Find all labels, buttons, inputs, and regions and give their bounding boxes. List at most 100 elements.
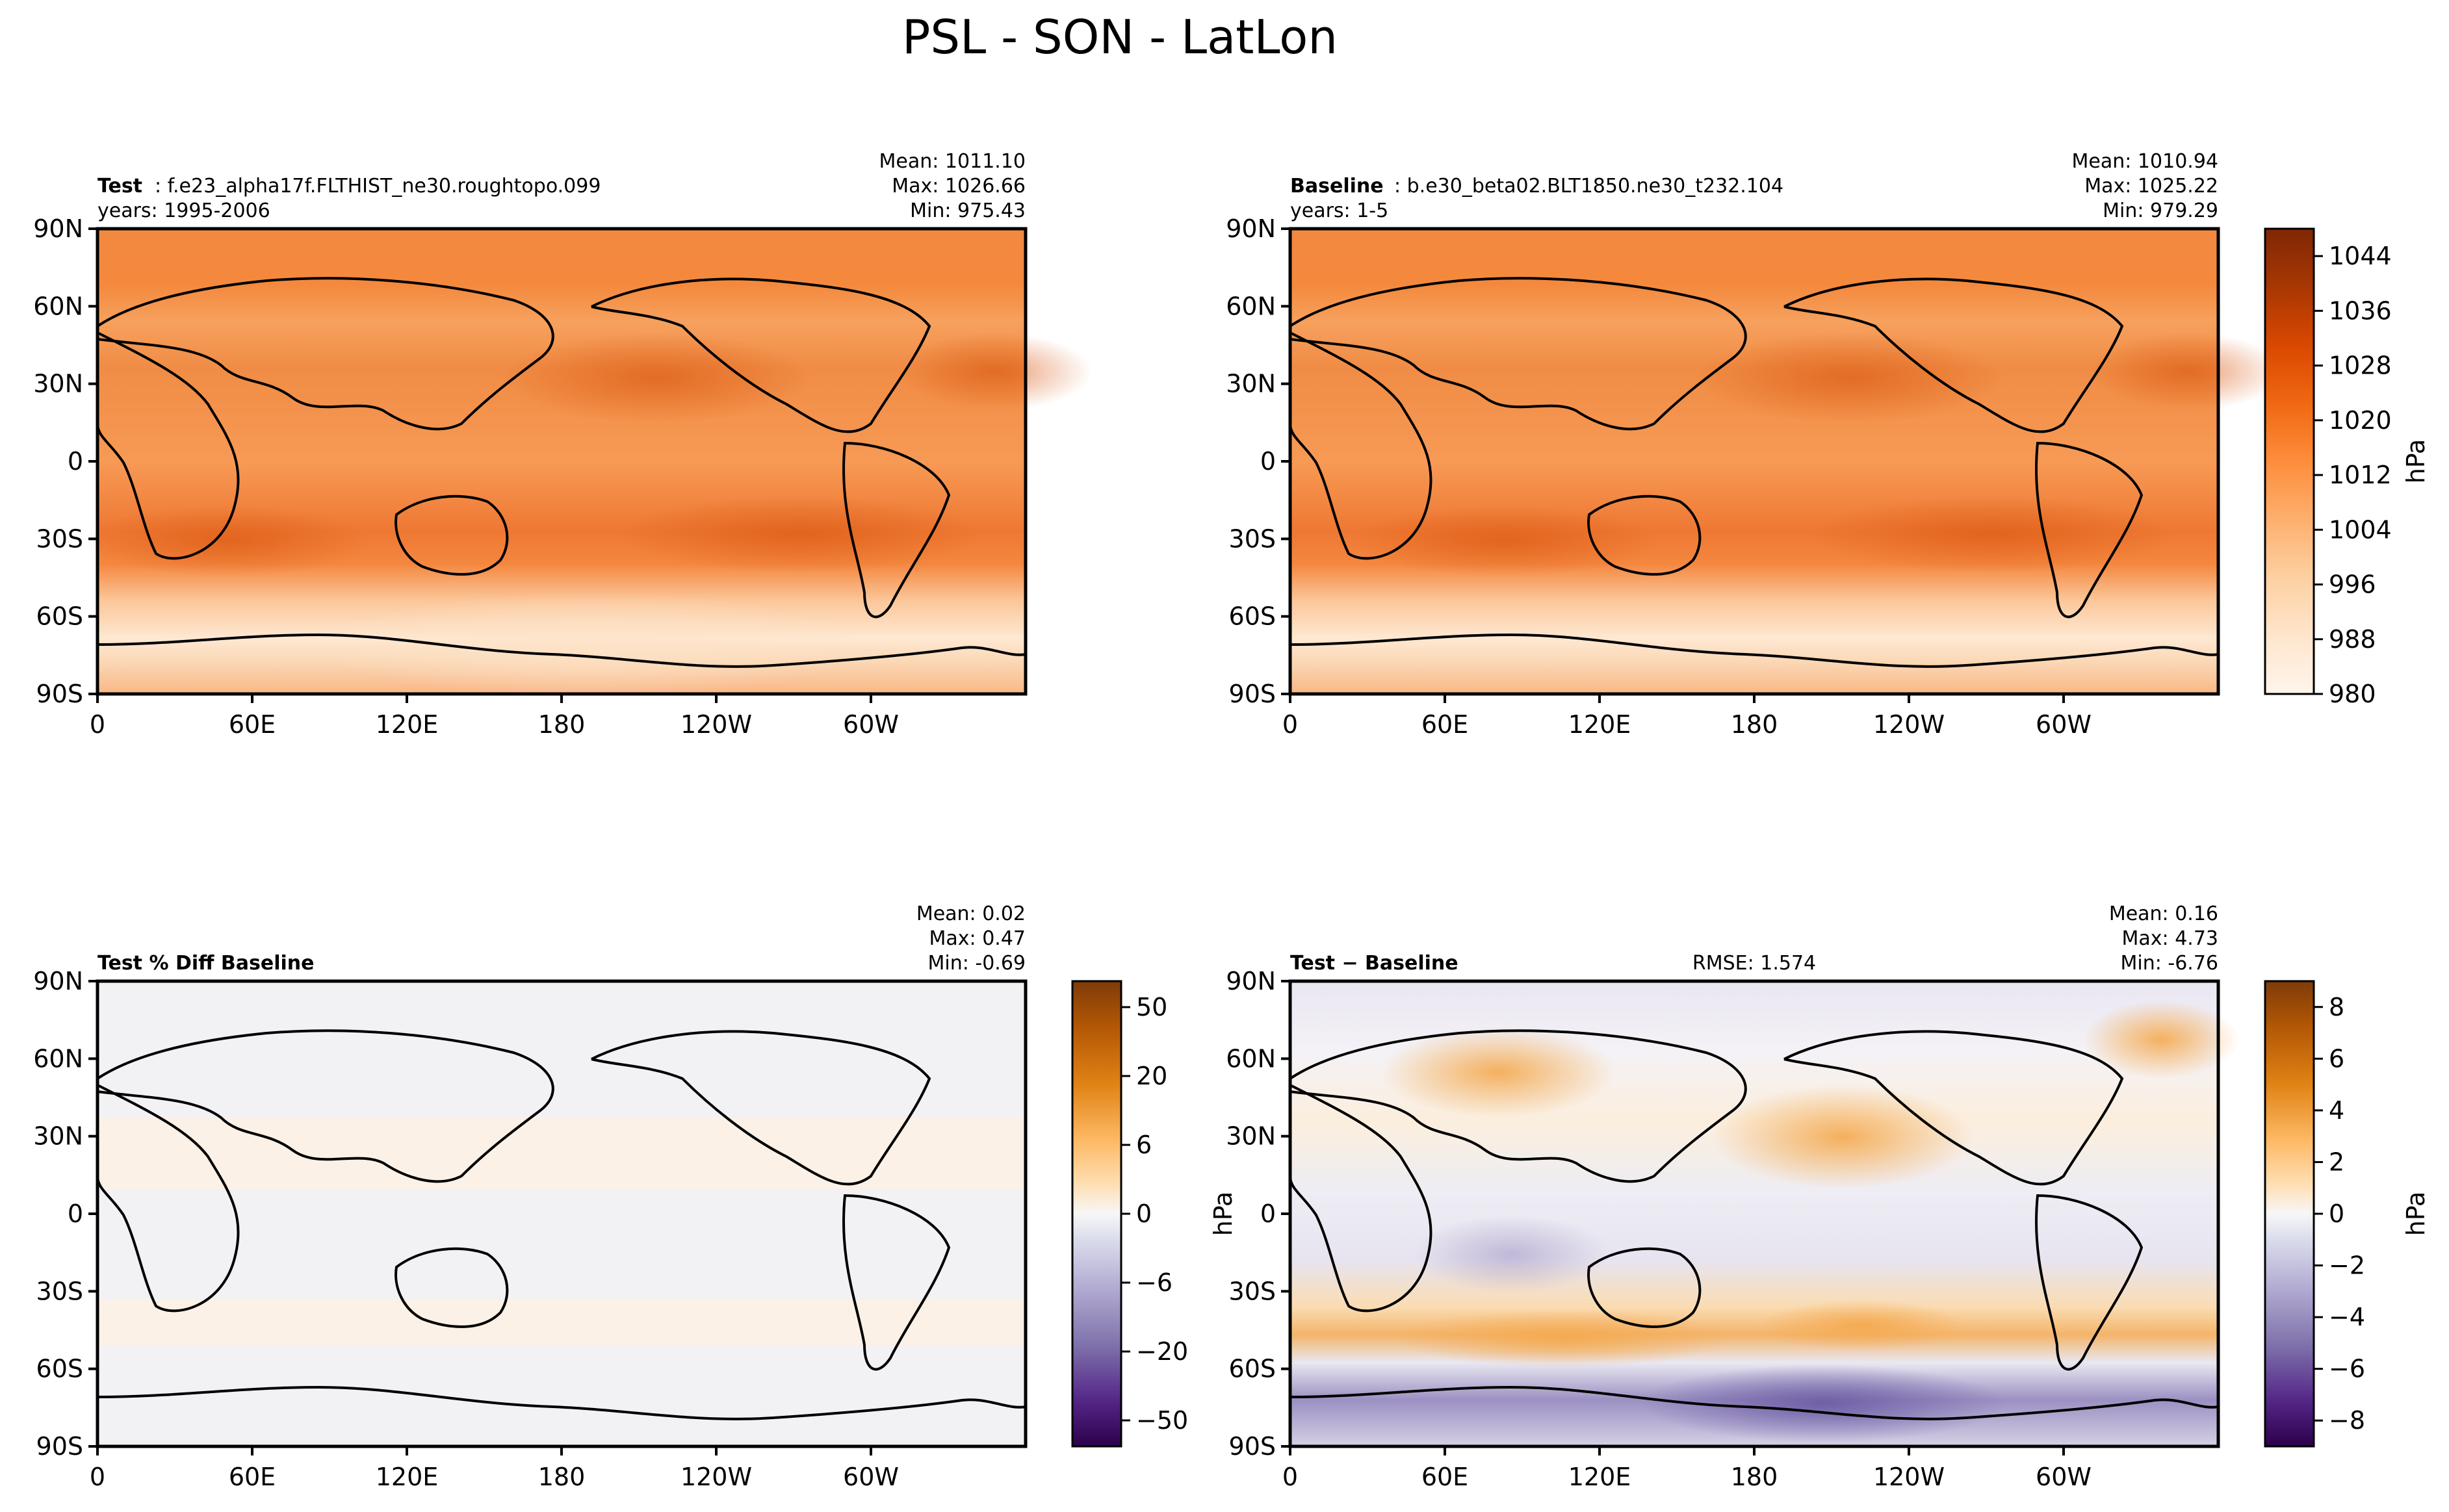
colorbar-abs: 1044 1036 1028 1020 1012 1004 996 988 980 hPa: [2264, 227, 2430, 708]
land-australia: [395, 1247, 509, 1328]
lat-tick-label: 60N: [1226, 1044, 1276, 1073]
colorbar-tick-label: 6: [2329, 1044, 2344, 1073]
field-high-natl: [897, 333, 1092, 411]
lat-tick-label: 60N: [1226, 292, 1276, 320]
lon-tick-label: 60E: [229, 1463, 276, 1491]
colorbar-abs-label: hPa: [2402, 439, 2430, 484]
colorbar-diff: 8 6 4 2 0 −2 −4 −6 −8 hPa: [2264, 980, 2430, 1448]
land-south-america: [2035, 441, 2144, 619]
land-south-america: [2035, 1194, 2144, 1371]
lat-tick-label: 30S: [1229, 1277, 1276, 1305]
field-tint-southern: [97, 1300, 1026, 1345]
field-high-npac: [500, 333, 812, 424]
colorbar-tick-label: 6: [1136, 1131, 1152, 1159]
land-south-america: [842, 1194, 951, 1371]
land-north-america: [591, 1030, 931, 1186]
panel-diff-lon-ticks: 0 60E 120E 180 120W 60W: [1282, 1446, 2092, 1491]
lat-tick-label: 30N: [1226, 1122, 1276, 1151]
panel-test-lon-ticks: 0 60E 120E 180 120W 60W: [90, 694, 899, 739]
land-south-america: [842, 441, 951, 619]
lat-tick-label: 90N: [33, 967, 83, 995]
colorbar-tick-label: −50: [1136, 1406, 1188, 1435]
panel-baseline-subtitle: years: 1-5: [1290, 199, 1388, 222]
colorbar-tick-label: 8: [2329, 993, 2344, 1021]
lon-tick-label: 180: [538, 710, 586, 739]
panel-pct-diff-lon-ticks: 0 60E 120E 180 120W 60W: [90, 1446, 899, 1491]
diff-blob-asia: [1381, 1027, 1615, 1118]
colorbar-tick-label: 0: [2329, 1199, 2344, 1228]
lat-tick-label: 30N: [1226, 370, 1276, 398]
colorbar-tick-label: 1004: [2329, 515, 2392, 544]
colorbar-tick-label: −8: [2329, 1406, 2365, 1435]
land-antarctica: [97, 1385, 1026, 1420]
panel-pct-diff-mean: Mean: 0.02: [916, 903, 1026, 925]
lat-tick-label: 0: [1260, 1199, 1276, 1228]
diff-blob-so-1: [1394, 1309, 1732, 1368]
panel-pct-diff-lat-ticks: 90N 60N 30N 0 30S 60S 90S: [33, 967, 97, 1461]
land-africa-europe: [96, 1084, 240, 1313]
lat-tick-label: 90N: [1226, 214, 1276, 243]
lat-tick-label: 30N: [33, 1122, 83, 1151]
land-antarctica: [97, 633, 1026, 668]
lon-tick-label: 180: [538, 1463, 586, 1491]
colorbar-tick-label: −4: [2329, 1303, 2365, 1331]
lon-tick-label: 0: [1282, 710, 1298, 739]
colorbar-pct-ticks: 50 20 6 0 −6 −20 −50: [1121, 993, 1188, 1435]
panel-pct-diff-land: [96, 1029, 1026, 1420]
colorbar-abs-ticks: 1044 1036 1028 1020 1012 1004 996 988 980: [2314, 242, 2392, 708]
land-australia: [1587, 1247, 1702, 1328]
field-high-natl: [2090, 333, 2285, 411]
panel-test-min: Min: 975.43: [910, 199, 1026, 222]
lon-tick-label: 120W: [680, 710, 752, 739]
panel-test-land: [96, 277, 1026, 668]
colorbar-pct-gradient: [1071, 980, 1122, 1448]
land-asia: [96, 277, 554, 431]
colorbar-tick-label: −2: [2329, 1251, 2365, 1280]
panel-pct-diff-title: Test % Diff Baseline: [97, 952, 315, 975]
colorbar-tick-label: −6: [2329, 1355, 2365, 1383]
colorbar-diff-label: hPa: [2402, 1192, 2430, 1237]
panel-test-title-bold: Test: [97, 175, 142, 198]
diff-blob-arctic: [2083, 1001, 2239, 1079]
lat-tick-label: 90N: [1226, 967, 1276, 995]
panel-pct-diff-min: Min: -0.69: [928, 952, 1026, 975]
lon-tick-label: 120E: [376, 710, 439, 739]
land-australia: [1587, 494, 1702, 576]
land-north-america: [591, 277, 931, 433]
diff-blob-antarctic: [1641, 1365, 2005, 1442]
lon-tick-label: 0: [90, 710, 105, 739]
land-africa-europe: [96, 331, 240, 560]
lon-tick-label: 120W: [1873, 710, 1945, 739]
panel-test-title-rest: : f.e23_alpha17f.FLTHIST_ne30.roughtopo.…: [155, 175, 601, 198]
lat-tick-label: 90S: [36, 680, 83, 708]
lon-tick-label: 60W: [843, 1463, 899, 1491]
lat-tick-label: 0: [68, 447, 83, 476]
panel-diff: Test − Baseline RMSE: 1.574 Mean: 0.16 M…: [1226, 903, 2239, 1491]
panel-baseline-land: [1289, 277, 2219, 668]
panel-baseline-lon-ticks: 0 60E 120E 180 120W 60W: [1282, 694, 2092, 739]
panel-diff-rmse: RMSE: 1.574: [1692, 952, 1816, 975]
lon-tick-label: 60E: [1421, 710, 1468, 739]
land-north-america: [1783, 1030, 2124, 1186]
panel-baseline-title-bold: Baseline: [1290, 175, 1384, 198]
field-low-antarctic: [318, 593, 864, 697]
lat-tick-label: 30S: [36, 524, 83, 553]
lon-tick-label: 180: [1731, 710, 1778, 739]
diff-blob-npac: [1713, 1085, 1973, 1189]
diff-blob-so-2: [1758, 1300, 1966, 1352]
colorbar-tick-label: 1012: [2329, 461, 2392, 489]
panel-test-max: Max: 1026.66: [892, 175, 1026, 198]
land-africa-europe: [1289, 331, 1432, 560]
lat-tick-label: 60N: [33, 1044, 83, 1073]
diff-blob-ind: [1414, 1215, 1609, 1293]
panel-baseline-max: Max: 1025.22: [2084, 175, 2218, 198]
panel-pct-diff-max: Max: 0.47: [929, 927, 1026, 950]
colorbar-abs-gradient: [2264, 227, 2315, 695]
panel-test-mean: Mean: 1011.10: [879, 150, 1026, 173]
lat-tick-label: 30S: [36, 1277, 83, 1305]
colorbar-tick-label: 980: [2329, 680, 2376, 708]
lon-tick-label: 120E: [1568, 710, 1631, 739]
land-australia: [395, 494, 509, 576]
panel-baseline-mean: Mean: 1010.94: [2072, 150, 2218, 173]
colorbar-tick-label: −6: [1136, 1268, 1173, 1297]
